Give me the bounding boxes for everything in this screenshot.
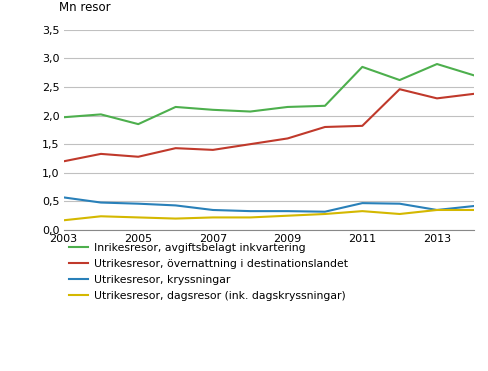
Text: Mn resor: Mn resor — [60, 1, 111, 14]
Legend: Inrikesresor, avgiftsbelagt inkvartering, Utrikesresor, övernattning i destinati: Inrikesresor, avgiftsbelagt inkvartering… — [69, 243, 347, 301]
